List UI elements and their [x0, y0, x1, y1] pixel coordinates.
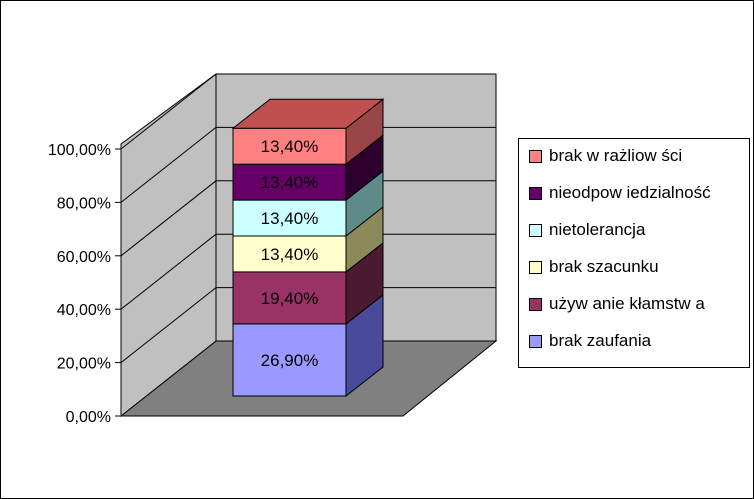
legend-swatch: [529, 260, 542, 274]
legend-item: brak zaufania: [529, 331, 651, 351]
bar-segment-front: [232, 271, 347, 325]
y-tick-label: 40,00%: [57, 302, 111, 319]
gridline-side: [120, 127, 217, 203]
legend-label: nietolerancja: [549, 220, 646, 239]
bar-segment-front: [232, 323, 347, 397]
y-tick-label: 100,00%: [48, 142, 111, 159]
legend-label: brak w rażliow ści: [549, 146, 683, 165]
y-tick-label: 60,00%: [57, 249, 111, 266]
bar-segment-top: [231, 98, 385, 129]
data-label: 13,40%: [261, 137, 319, 156]
bar-segment-front: [232, 127, 347, 165]
data-label: 26,90%: [261, 351, 319, 370]
gridline-side: [120, 233, 217, 310]
legend-item: nietolerancja: [529, 220, 645, 240]
legend-label: nieodpow iedzialność: [549, 183, 711, 202]
legend-item: brak w rażliow ści: [529, 146, 682, 166]
data-label: 13,40%: [261, 245, 319, 264]
y-tick-label: 80,00%: [57, 195, 111, 212]
data-label: 19,40%: [261, 289, 319, 308]
data-label: 13,40%: [261, 209, 319, 228]
gridline-side: [120, 73, 217, 150]
legend-item: nieodpow iedzialność: [529, 183, 711, 203]
legend-swatch: [529, 334, 542, 348]
y-tick-label: 0,00%: [66, 409, 111, 426]
legend: brak w rażliow ści nieodpow iedzialność ni…: [518, 138, 750, 368]
y-tick-label: 20,00%: [57, 356, 111, 373]
legend-item: brak szacunku: [529, 257, 659, 277]
legend-swatch: [529, 297, 542, 311]
data-label: 13,40%: [261, 173, 319, 192]
legend-swatch: [529, 149, 542, 163]
gridline-side: [120, 287, 217, 363]
legend-item: używ anie kłamstw a: [529, 294, 705, 314]
legend-swatch: [529, 223, 542, 237]
legend-label: brak szacunku: [549, 257, 659, 276]
legend-label: używ anie kłamstw a: [549, 294, 705, 313]
legend-label: brak zaufania: [549, 331, 652, 350]
legend-swatch: [529, 186, 542, 200]
gridline-side: [120, 180, 217, 257]
